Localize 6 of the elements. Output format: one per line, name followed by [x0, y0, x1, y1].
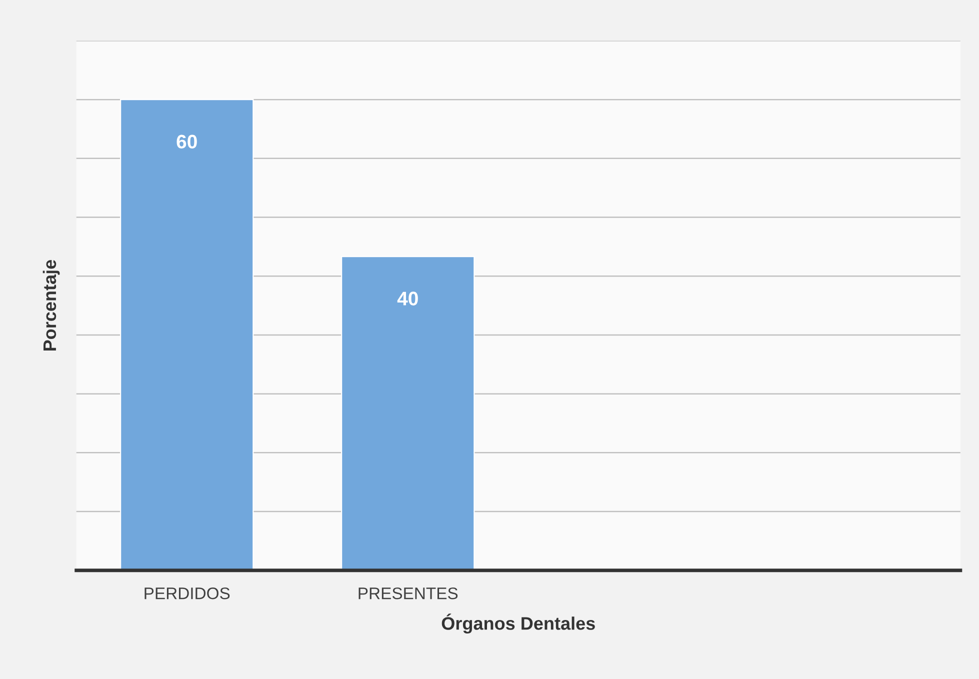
x-tick-label: PRESENTES	[358, 587, 458, 600]
data-label: 60	[176, 134, 197, 149]
x-axis-title: Órganos Dentales	[442, 614, 595, 634]
data-label: 40	[397, 292, 418, 306]
x-tick-label: PERDIDOS	[144, 587, 230, 600]
y-axis-title: Porcentaje	[42, 260, 60, 350]
